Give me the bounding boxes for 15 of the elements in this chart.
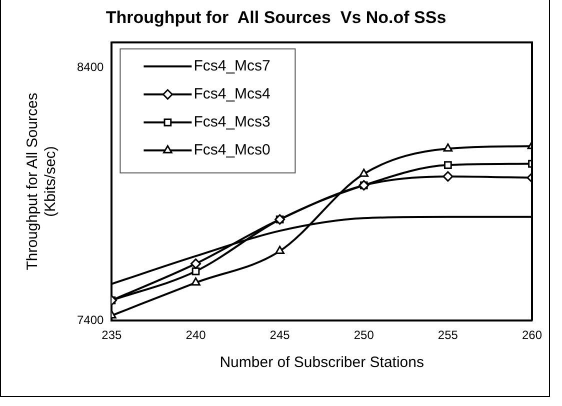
y-tick-label: 8400	[76, 60, 104, 74]
legend-label: Fcs4_Mcs3	[194, 114, 270, 131]
legend-label: Fcs4_Mcs7	[194, 58, 270, 75]
x-tick-label: 240	[186, 328, 206, 342]
y-axis-title: Throughput for All Sources (Kbits/sec)	[24, 92, 60, 270]
chart-title: Throughput for All Sources Vs No.of SSs	[106, 8, 446, 27]
x-axis-title: Number of Subscriber Stations	[220, 354, 424, 372]
legend-label: Fcs4_Mcs4	[194, 86, 270, 103]
legend-label: Fcs4_Mcs0	[194, 142, 270, 159]
x-tick-label: 245	[270, 328, 290, 342]
y-tick-label: 7400	[76, 312, 104, 327]
x-tick-label: 255	[438, 328, 458, 342]
x-tick-label: 235	[102, 328, 122, 342]
x-tick-label: 260	[522, 328, 542, 342]
x-tick-label: 250	[354, 328, 374, 342]
